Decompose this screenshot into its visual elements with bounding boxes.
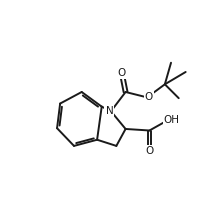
Text: O: O <box>145 92 153 102</box>
Text: O: O <box>145 146 153 156</box>
Text: O: O <box>118 68 126 78</box>
Text: OH: OH <box>164 115 180 125</box>
Text: N: N <box>106 106 113 116</box>
